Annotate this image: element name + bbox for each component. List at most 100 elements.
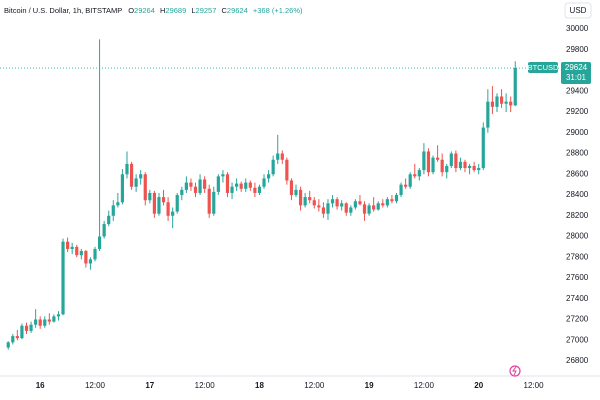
y-tick-label: 28200 bbox=[566, 211, 589, 220]
y-tick-label: 27200 bbox=[566, 315, 589, 324]
candle-body bbox=[212, 191, 216, 214]
x-tick-label: 12:00 bbox=[304, 381, 325, 390]
y-tick-label: 28800 bbox=[566, 149, 589, 158]
candle-body bbox=[70, 246, 74, 249]
candle-body bbox=[56, 314, 61, 317]
candle-body bbox=[221, 174, 225, 177]
header: Bitcoin / U.S. Dollar, 1h, BITSTAMP O292… bbox=[4, 6, 303, 15]
y-tick-label: 26800 bbox=[566, 356, 589, 365]
candle-body bbox=[161, 197, 166, 203]
candle-body bbox=[84, 251, 88, 264]
candle-body bbox=[116, 202, 120, 206]
candle-body bbox=[244, 182, 248, 189]
candle-body bbox=[321, 207, 326, 214]
candle-body bbox=[6, 342, 10, 348]
candle-body bbox=[426, 151, 431, 173]
ohlc-label: C bbox=[222, 6, 228, 15]
logo-bolt bbox=[512, 366, 517, 376]
candle-body bbox=[24, 325, 29, 331]
candle-body bbox=[486, 101, 490, 128]
y-tick-label: 27000 bbox=[566, 335, 589, 344]
candle-body bbox=[148, 192, 152, 201]
x-tick-label: 16 bbox=[36, 381, 45, 390]
candle-body bbox=[15, 336, 19, 339]
candle-body bbox=[326, 203, 330, 214]
y-tick-label: 29400 bbox=[566, 86, 589, 95]
candle-body bbox=[20, 325, 24, 339]
price-tag-text: 29624 bbox=[565, 63, 588, 72]
candle-body bbox=[38, 319, 42, 326]
candle-body bbox=[513, 68, 517, 106]
candle-body bbox=[79, 251, 83, 256]
candle-body bbox=[404, 184, 408, 187]
candle-body bbox=[97, 236, 102, 249]
candle-body bbox=[344, 203, 348, 213]
candle-body bbox=[139, 174, 143, 179]
ohlc-value: 29689 bbox=[165, 6, 186, 15]
candle-body bbox=[239, 183, 243, 189]
candle-body bbox=[230, 186, 234, 193]
candle-body bbox=[353, 201, 357, 208]
candle-body bbox=[93, 248, 97, 260]
candle-body bbox=[312, 200, 316, 206]
candle-body bbox=[385, 199, 389, 206]
symbol: Bitcoin / U.S. Dollar, 1h, BITSTAMP bbox=[4, 6, 122, 15]
candle-body bbox=[362, 204, 367, 214]
candle-body bbox=[102, 224, 106, 237]
candle-body bbox=[509, 101, 513, 106]
candle-body bbox=[184, 182, 188, 190]
y-tick-label: 28000 bbox=[566, 232, 589, 241]
candle-body bbox=[481, 127, 485, 169]
candle-body bbox=[477, 168, 481, 171]
candle-body bbox=[408, 174, 412, 187]
candle-body bbox=[445, 165, 449, 173]
candle-body bbox=[129, 163, 134, 187]
candle-body bbox=[189, 182, 193, 187]
x-tick-label: 12:00 bbox=[414, 381, 435, 390]
candle-body bbox=[490, 101, 495, 107]
ohlc-value: 29257 bbox=[196, 6, 217, 15]
candle-body bbox=[198, 179, 202, 193]
candle-body bbox=[257, 186, 262, 193]
x-tick-label: 12:00 bbox=[195, 381, 216, 390]
candle-body bbox=[207, 188, 211, 214]
candle-body bbox=[203, 179, 207, 189]
candle-body bbox=[463, 161, 467, 169]
candle-body bbox=[253, 187, 257, 193]
ohlc-value: 29264 bbox=[134, 6, 155, 15]
y-tick-label: 28600 bbox=[566, 169, 589, 178]
countdown: 31:01 bbox=[566, 73, 587, 82]
candle-body bbox=[266, 174, 271, 179]
candle-body bbox=[390, 199, 394, 202]
candle-body bbox=[449, 153, 453, 166]
x-tick-label: 12:00 bbox=[524, 381, 545, 390]
x-tick-label: 19 bbox=[365, 381, 374, 390]
currency-button[interactable] bbox=[564, 2, 592, 19]
y-tick-label: 30000 bbox=[566, 24, 589, 33]
candle-body bbox=[235, 183, 239, 187]
candle-body bbox=[193, 186, 198, 193]
symbol-tag bbox=[528, 62, 558, 74]
candle-body bbox=[276, 153, 280, 160]
candle-body bbox=[358, 201, 362, 205]
candle-body bbox=[248, 182, 252, 188]
change: +368 (+1.26%) bbox=[253, 6, 303, 15]
candle-body bbox=[52, 316, 56, 322]
ohlc-label: L bbox=[191, 6, 195, 15]
candle-body bbox=[134, 178, 138, 187]
price-tag bbox=[561, 62, 591, 85]
y-tick-label: 27800 bbox=[566, 252, 589, 261]
candle-body bbox=[61, 241, 65, 315]
symbol-tag-text: BTCUSD bbox=[528, 63, 559, 72]
candle-body bbox=[340, 203, 344, 207]
candle-body bbox=[225, 174, 230, 193]
candle-body bbox=[47, 319, 51, 322]
candle-body bbox=[467, 165, 472, 169]
candle-body bbox=[66, 241, 70, 249]
candle-body bbox=[308, 197, 312, 201]
currency[interactable]: USD bbox=[570, 6, 587, 15]
candle-body bbox=[399, 184, 403, 196]
candle-body bbox=[495, 96, 499, 107]
y-tick-label: 27400 bbox=[566, 294, 589, 303]
